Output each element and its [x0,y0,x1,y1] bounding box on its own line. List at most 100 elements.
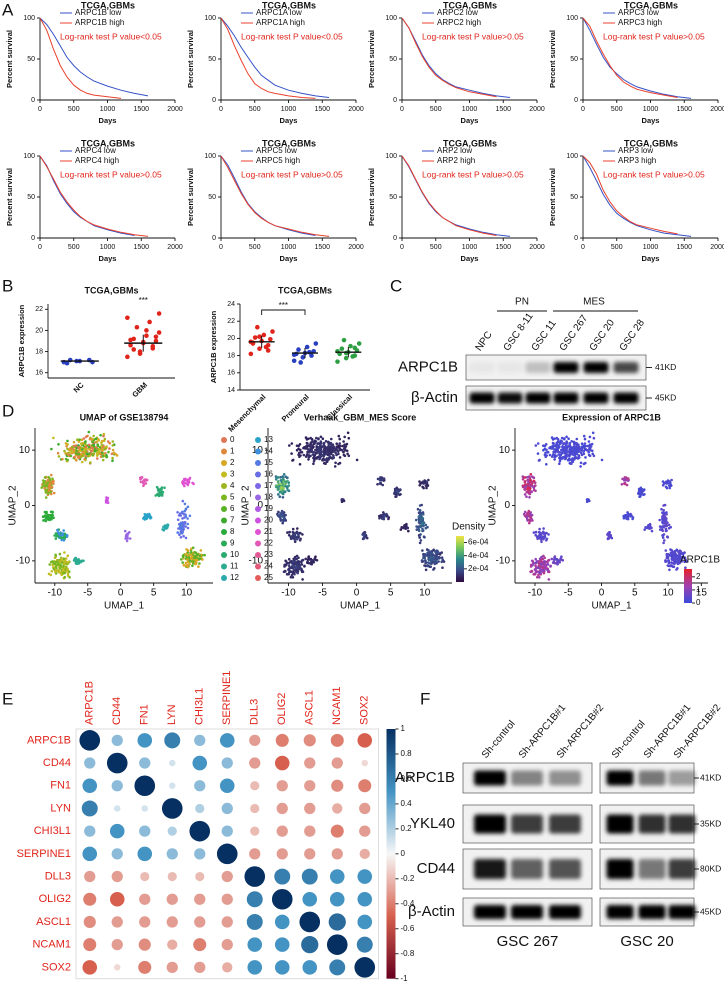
cell-dot [288,444,291,447]
correlation-circle [332,757,343,768]
cell-dot [553,558,556,561]
cell-dot [670,549,673,552]
correlation-circle [84,871,95,882]
y-tick-label: 100 [204,153,216,160]
cell-dot [186,517,189,520]
blot-band [614,362,639,373]
cell-dot [569,448,572,451]
cell-dot [199,554,202,557]
x-tick-label: 2000 [348,244,364,251]
cell-dot [567,437,570,440]
data-point [266,348,271,353]
chart-title: Expression of ARPC1B [562,412,661,422]
blot-band [470,362,495,373]
cell-dot [322,437,325,440]
cell-dot [584,456,587,459]
cell-dot [74,458,77,461]
cell-dot [677,561,680,564]
column-label: SOX2 [359,696,371,725]
cell-dot [51,560,54,563]
cell-dot [524,511,527,514]
data-point [138,351,143,356]
cell-dot [648,527,651,530]
cell-dot [89,461,92,464]
column-label: ARPC1B [84,681,96,725]
cell-dot [545,539,548,542]
cell-dot [662,522,665,525]
cell-dot [425,487,428,490]
cell-dot [426,564,429,567]
correlation-circle [83,938,96,951]
cell-dot [182,480,185,483]
cell-dot [187,561,190,564]
cell-dot [93,452,96,455]
cell-dot [67,554,70,557]
cell-dot [317,442,320,445]
cell-dot [524,493,527,496]
data-point [157,330,162,335]
x-tick-label: 0 [354,588,360,599]
cell-dot [302,559,305,562]
cell-dot [544,452,547,455]
cell-dot [296,572,299,575]
legend-swatch [221,529,227,535]
cell-dot [621,483,624,486]
legend-label: 9 [230,539,235,548]
cell-dot [282,496,285,499]
cell-dot [563,438,566,441]
cell-dot [184,521,187,524]
correlation-circle [222,939,233,950]
blot-band [526,393,551,404]
x-tick-label: 1000 [281,106,297,113]
survival-curve [221,18,316,98]
blot-band [549,815,581,834]
cell-dot [548,578,551,581]
cell-dot [66,534,69,537]
x-tick-label: 1500 [495,106,511,113]
cell-dot [277,493,280,496]
cell-dot [42,515,45,518]
cell-dot [62,569,65,572]
cell-dot [284,560,287,563]
data-point [262,333,267,338]
cell-dot [299,443,302,446]
colorbar-label: 6e-04 [468,538,489,547]
cell-dot [527,512,530,515]
cell-dot [626,484,629,487]
cell-dot [422,557,425,560]
cell-dot [182,535,185,538]
colorbar-label: 0 [696,598,701,607]
cell-dot [563,446,566,449]
cell-dot [647,524,650,527]
blot-band [607,859,634,879]
correlation-circle [137,733,152,748]
cell-dot [298,565,301,568]
correlation-circle [137,847,152,862]
cell-dot [665,486,668,489]
cell-dot [320,436,323,439]
cell-dot [50,511,53,514]
data-point [147,320,152,325]
cell-dot [342,451,345,454]
cell-dot [381,484,384,487]
cell-dot [574,454,577,457]
legend-label: 15 [264,458,273,467]
x-tick-label: 0 [581,244,585,251]
cell-dot [64,452,67,455]
cell-dot [418,534,421,537]
x-tick-label: 1500 [133,106,149,113]
correlation-circle [275,960,290,975]
row-label: ARPC1B [398,358,458,375]
cell-dot [538,531,541,534]
data-point [154,334,159,339]
cell-dot [537,574,540,577]
data-point [298,360,303,365]
cell-dot [311,453,314,456]
cell-dot [580,462,583,465]
cell-dot [626,514,629,517]
cell-dot [591,443,594,446]
y-tick-label: 100 [23,153,35,160]
correlation-circle [194,735,205,746]
y-tick-label: 0 [574,97,578,104]
cell-dot [97,445,100,448]
